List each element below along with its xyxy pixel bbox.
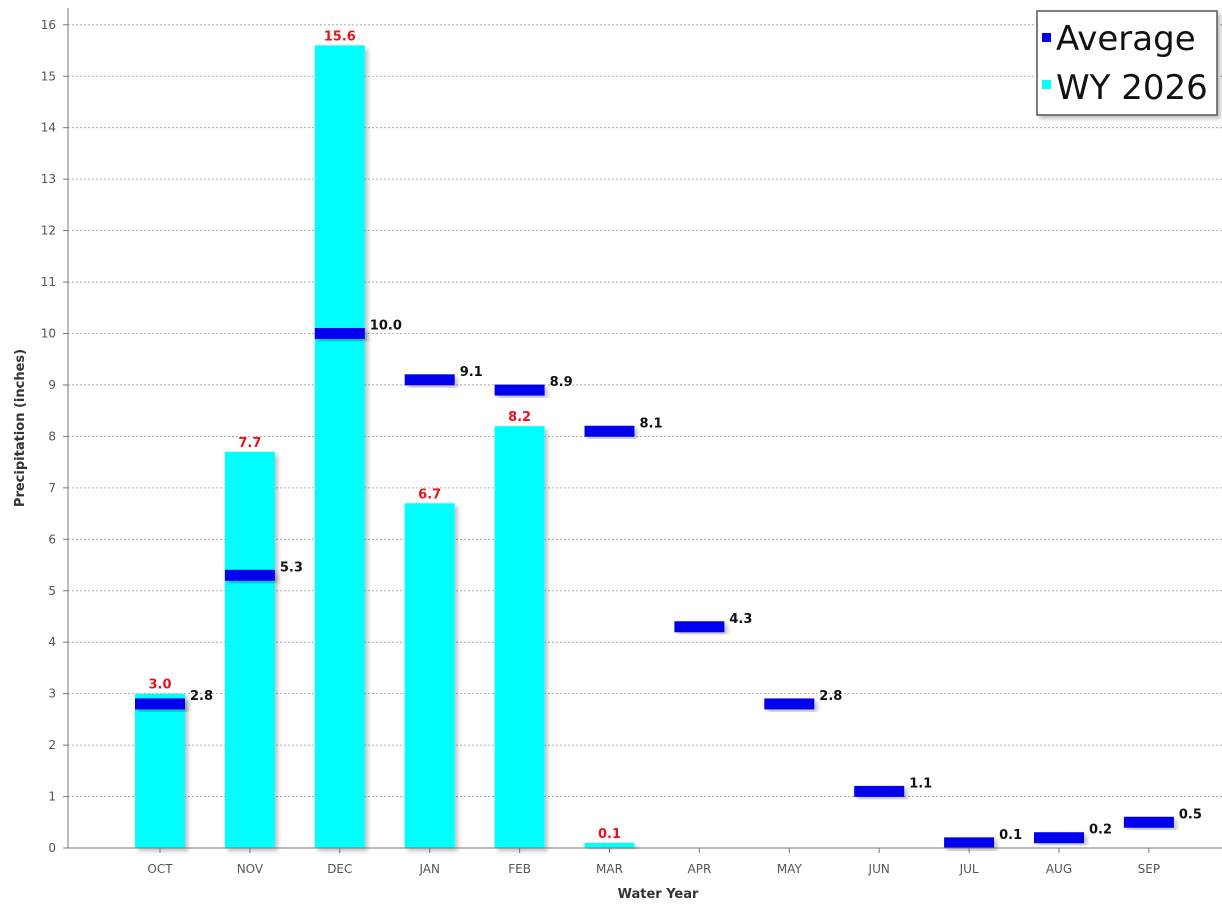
legend: Average WY 2026: [1036, 10, 1218, 116]
x-axis-title: Water Year: [618, 887, 699, 902]
y-tick-label: 7: [48, 481, 56, 495]
data-labels: 3.0 7.7 15.6 6.7 8.2 0.1 2.8 5.3 10.0 9.1 8.9 8.1 4.…: [148, 29, 1201, 842]
y-tick-label: 9: [48, 378, 56, 392]
average-value-label: 5.3: [280, 560, 303, 575]
average-marker: [314, 328, 365, 339]
x-tick-label: MAR: [596, 862, 623, 876]
y-tick-label: 0: [48, 841, 56, 855]
wy2026-bar: [135, 693, 185, 848]
average-marker: [674, 621, 725, 633]
wy2026-value-label: 7.7: [238, 436, 261, 451]
average-value-label: 8.1: [640, 416, 663, 431]
y-tick-label: 5: [48, 584, 56, 598]
legend-label-wy2026: WY 2026: [1056, 68, 1208, 108]
legend-swatch-wy2026: [1042, 80, 1051, 89]
y-tick-label: 3: [48, 687, 56, 701]
average-marker: [404, 374, 455, 386]
legend-label-average: Average: [1056, 19, 1196, 59]
average-marker: [764, 698, 815, 710]
wy2026-value-label: 0.1: [598, 827, 621, 842]
y-tick-label: 11: [41, 275, 56, 289]
average-value-label: 2.8: [819, 689, 842, 704]
y-tick-label: 16: [41, 18, 56, 32]
y-tick-label: 2: [48, 738, 56, 752]
average-value-label: 10.0: [370, 319, 402, 334]
average-marker: [854, 785, 905, 797]
average-value-label: 0.5: [1179, 807, 1202, 822]
y-tick-label: 4: [48, 635, 56, 649]
x-tick-label: AUG: [1046, 862, 1072, 876]
wy2026-value-label: 6.7: [418, 487, 441, 502]
wy2026-value-label: 3.0: [148, 678, 171, 693]
x-tick-label: OCT: [147, 862, 173, 876]
y-tick-label: 13: [41, 172, 56, 186]
wy2026-bar: [404, 503, 455, 848]
average-marker: [494, 384, 545, 396]
average-marker: [135, 698, 185, 710]
average-marker: [944, 837, 995, 849]
wy2026-bar: [224, 451, 275, 848]
legend-box: [1036, 10, 1218, 116]
wy2026-bar: [494, 426, 545, 848]
x-tick-label: SEP: [1138, 862, 1160, 876]
average-value-label: 0.2: [1089, 823, 1112, 838]
y-tick-label: 1: [48, 790, 56, 804]
average-value-label: 0.1: [999, 828, 1022, 843]
y-tick-label: 14: [41, 121, 56, 135]
average-markers: [135, 328, 1174, 849]
average-value-label: 1.1: [909, 776, 932, 791]
wy2026-value-label: 15.6: [324, 29, 356, 44]
y-tick-label: 8: [48, 429, 56, 443]
x-tick-label: APR: [688, 862, 712, 876]
x-tick-label: JUN: [868, 862, 890, 876]
x-tick-label: MAY: [777, 862, 803, 876]
wy2026-bars: [135, 45, 635, 848]
wy2026-bar: [314, 45, 365, 848]
wy2026-bar: [584, 842, 635, 848]
x-tick-label: JAN: [418, 862, 440, 876]
average-value-label: 2.8: [190, 689, 213, 704]
average-marker: [1034, 832, 1084, 844]
average-marker: [224, 569, 275, 581]
x-tick-label: FEB: [508, 862, 531, 876]
legend-swatch-average: [1042, 33, 1051, 42]
average-value-label: 9.1: [460, 365, 483, 380]
y-tick-label: 10: [41, 327, 56, 341]
y-tick-label: 12: [41, 224, 56, 238]
x-tick-label: DEC: [327, 862, 352, 876]
average-marker: [1123, 816, 1174, 828]
y-tick-label: 15: [41, 69, 56, 83]
x-tick-label: JUL: [959, 862, 979, 876]
average-marker: [584, 425, 635, 437]
y-tick-label: 6: [48, 532, 56, 546]
y-axis-title: Precipitation (inches): [13, 349, 28, 507]
x-tick-label: NOV: [237, 862, 264, 876]
average-value-label: 4.3: [729, 612, 752, 627]
average-value-label: 8.9: [550, 375, 573, 390]
wy2026-value-label: 8.2: [508, 410, 531, 425]
